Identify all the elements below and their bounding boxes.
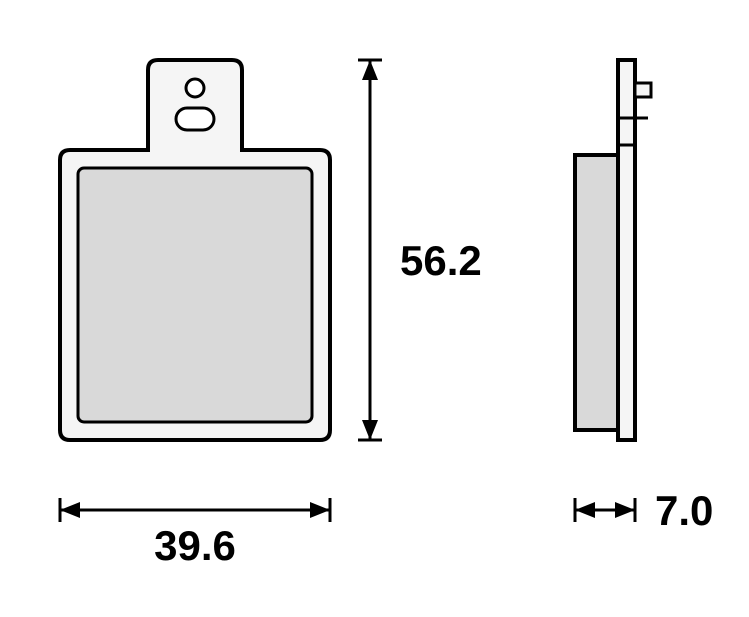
side-friction-pad <box>575 155 618 430</box>
tab-hole-icon <box>186 79 204 97</box>
width-value: 39.6 <box>154 522 236 569</box>
dimension-height: 56.2 <box>358 60 482 440</box>
height-value: 56.2 <box>400 237 482 284</box>
front-view <box>60 60 330 440</box>
thickness-value: 7.0 <box>655 487 713 534</box>
side-pin-icon <box>635 83 651 97</box>
dimension-width: 39.6 <box>60 498 330 569</box>
front-friction-pad <box>78 168 312 422</box>
brake-pad-diagram: 56.2 39.6 7.0 <box>0 0 749 617</box>
tab-slot-icon <box>176 108 214 130</box>
side-view <box>575 60 651 440</box>
dimension-thickness: 7.0 <box>575 487 713 534</box>
